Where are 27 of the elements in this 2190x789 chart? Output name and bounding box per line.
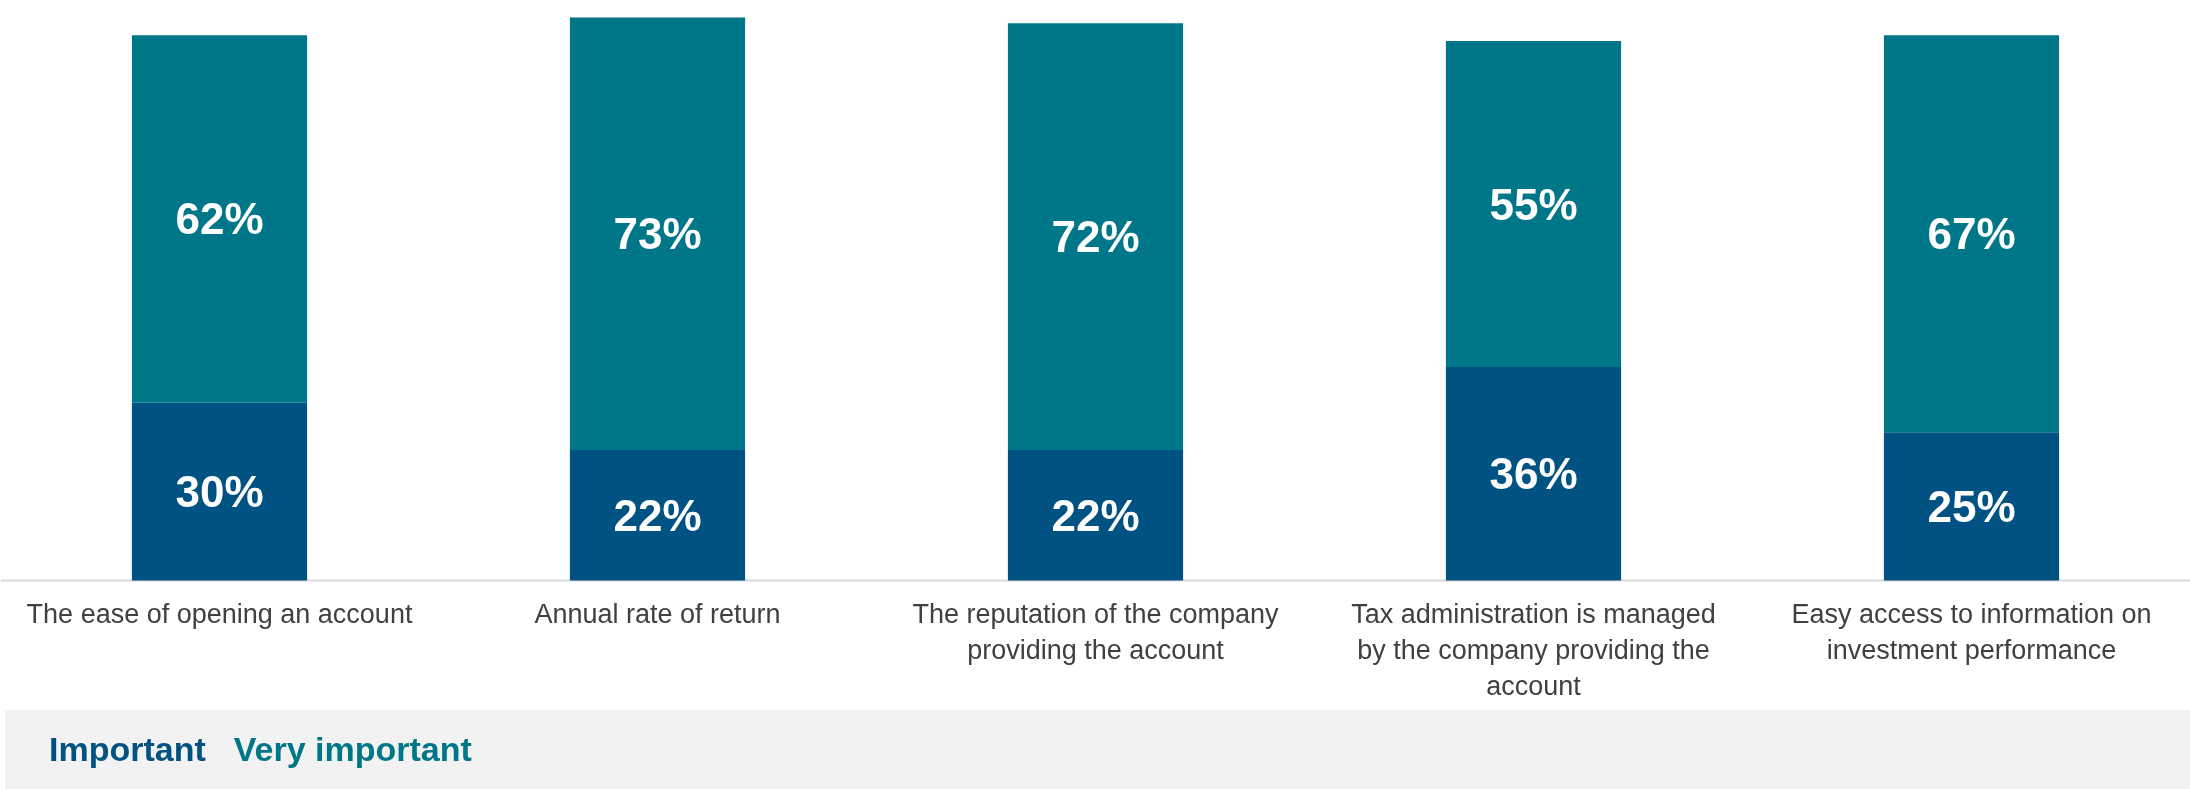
- x-tick-label: Easy access to information on investment performance: [1791, 598, 2152, 665]
- data-label: 72%: [1051, 212, 1140, 262]
- bar: [1883, 432, 2060, 581]
- data-label: 36%: [1489, 449, 1578, 499]
- data-label: 67%: [1927, 209, 2016, 259]
- bar: [569, 17, 746, 451]
- text: Very important: [233, 730, 472, 768]
- bar: [1445, 41, 1622, 368]
- data-label: 22%: [1051, 490, 1140, 540]
- data-label: 62%: [175, 194, 264, 244]
- x-tick-label: The reputation of the company providing the account: [912, 598, 1280, 665]
- data-label: 22%: [613, 490, 702, 540]
- x-tick-label: Annual rate of return: [534, 598, 781, 629]
- data-label: 55%: [1489, 179, 1578, 229]
- bar: [569, 450, 746, 581]
- text: Important: [49, 730, 206, 768]
- bar: [1883, 35, 2060, 433]
- bar: [1007, 23, 1184, 451]
- data-label: 73%: [613, 209, 702, 259]
- data-label: 30%: [175, 467, 264, 517]
- x-tick-label: Tax administration is managed by the company providing the account: [1351, 598, 1716, 701]
- bar: [1445, 367, 1622, 581]
- bar: [131, 402, 308, 581]
- bar: [1007, 450, 1184, 581]
- bar: [131, 35, 308, 403]
- data-label: 25%: [1927, 481, 2016, 531]
- x-tick-label: The ease of opening an account: [26, 598, 413, 629]
